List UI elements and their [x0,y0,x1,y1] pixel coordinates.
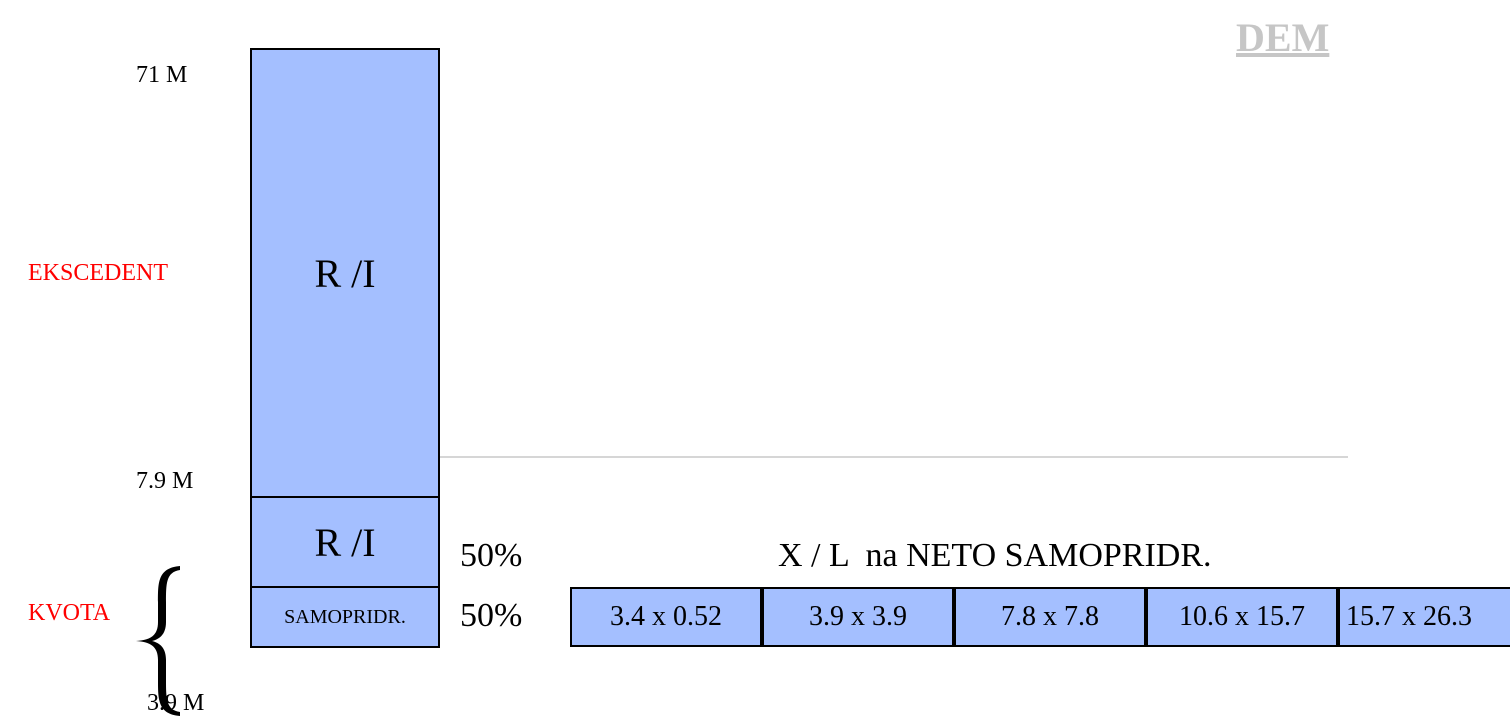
ratio-cell: 7.8 x 7.8 [954,587,1146,647]
ratio-cell: 10.6 x 15.7 [1146,587,1338,647]
divider-line [440,456,1348,458]
excess-section-label: EKSCEDENT [28,260,168,286]
quota-section-label: KVOTA [28,600,111,626]
ratio-cell: 3.9 x 3.9 [762,587,954,647]
ratio-row-title: X / L na NETO SAMOPRIDR. [778,537,1212,574]
quota-ri-block: R /I [250,496,440,588]
ratio-cell: 15.7 x 26.3 [1338,587,1510,647]
corner-label: DEM [1236,15,1330,60]
ri-share-label: 50% [460,537,523,574]
retention-block: SAMOPRIDR. [250,586,440,648]
excess-ri-block: R /I [250,48,440,498]
ratio-cell: 3.4 x 0.52 [570,587,762,647]
retention-share-label: 50% [460,597,523,634]
level-top-label: 71 M [136,62,188,88]
quota-brace-icon [136,566,180,716]
level-middle-label: 7.9 M [136,468,194,494]
